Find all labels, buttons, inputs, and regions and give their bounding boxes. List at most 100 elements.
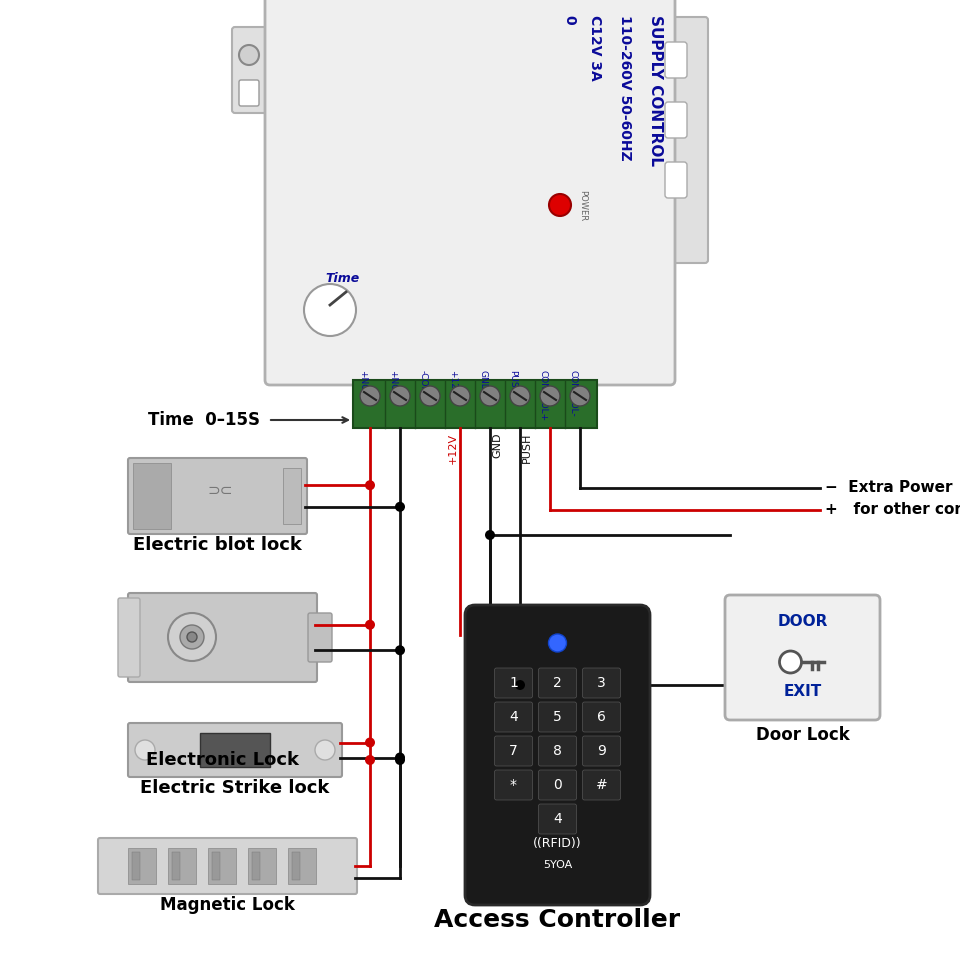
Text: 5YOA: 5YOA — [542, 860, 572, 870]
FancyBboxPatch shape — [128, 723, 342, 777]
Circle shape — [540, 386, 560, 406]
Circle shape — [450, 386, 470, 406]
FancyBboxPatch shape — [539, 804, 577, 834]
Circle shape — [420, 386, 440, 406]
Text: -COM: -COM — [419, 370, 427, 395]
Text: +12V: +12V — [448, 433, 458, 464]
Text: CONTROL-: CONTROL- — [568, 370, 578, 417]
Circle shape — [365, 737, 375, 748]
Bar — [252, 852, 260, 880]
Text: 7: 7 — [509, 744, 517, 758]
Text: 5: 5 — [553, 710, 562, 724]
Text: C12V 3A: C12V 3A — [588, 15, 602, 81]
Text: Access Controller: Access Controller — [435, 908, 681, 932]
FancyBboxPatch shape — [265, 0, 675, 385]
Bar — [283, 468, 301, 524]
Text: Time: Time — [325, 272, 359, 285]
Bar — [288, 848, 316, 884]
Text: 0: 0 — [562, 15, 576, 25]
Circle shape — [395, 502, 405, 512]
Circle shape — [390, 386, 410, 406]
FancyBboxPatch shape — [128, 593, 317, 682]
Text: GND: GND — [492, 433, 502, 459]
Bar — [212, 852, 220, 880]
FancyBboxPatch shape — [539, 668, 577, 698]
FancyBboxPatch shape — [539, 736, 577, 766]
Circle shape — [365, 620, 375, 630]
Text: 3: 3 — [597, 676, 606, 690]
Circle shape — [510, 386, 530, 406]
FancyBboxPatch shape — [494, 702, 533, 732]
Bar — [292, 852, 300, 880]
Text: 8: 8 — [553, 744, 562, 758]
FancyBboxPatch shape — [665, 42, 687, 78]
Bar — [353, 380, 597, 428]
Text: ((RFID)): ((RFID)) — [533, 836, 582, 850]
Text: Door Lock: Door Lock — [756, 726, 850, 744]
FancyBboxPatch shape — [98, 838, 357, 894]
Text: +   for other controller: + for other controller — [825, 502, 960, 517]
FancyBboxPatch shape — [308, 613, 332, 662]
Circle shape — [168, 613, 216, 661]
Text: GND: GND — [478, 370, 488, 391]
Text: Time  0–15S: Time 0–15S — [148, 411, 260, 429]
Circle shape — [570, 386, 590, 406]
Text: ⊃⊂: ⊃⊂ — [207, 483, 232, 498]
Circle shape — [135, 740, 155, 760]
FancyBboxPatch shape — [539, 702, 577, 732]
FancyBboxPatch shape — [583, 770, 620, 800]
Text: PUSH: PUSH — [522, 433, 532, 464]
Text: 4: 4 — [553, 812, 562, 826]
Text: *: * — [510, 778, 517, 792]
Text: PUSH: PUSH — [509, 370, 517, 395]
Text: Electric Strike lock: Electric Strike lock — [140, 779, 329, 797]
Text: −  Extra Power: − Extra Power — [825, 481, 952, 495]
Text: 1: 1 — [509, 676, 518, 690]
Bar — [133, 463, 171, 529]
FancyBboxPatch shape — [239, 80, 259, 106]
Bar — [168, 848, 196, 884]
FancyBboxPatch shape — [583, 668, 620, 698]
Text: +NO: +NO — [358, 370, 368, 392]
Text: POWER: POWER — [578, 190, 587, 221]
FancyBboxPatch shape — [659, 17, 708, 263]
Text: +12V: +12V — [448, 370, 458, 395]
Circle shape — [395, 753, 405, 762]
FancyBboxPatch shape — [583, 702, 620, 732]
Text: DOOR: DOOR — [778, 614, 828, 630]
Circle shape — [548, 634, 566, 652]
Circle shape — [304, 284, 356, 336]
Bar — [132, 852, 140, 880]
Text: 4: 4 — [509, 710, 517, 724]
Text: 110-260V 50-60HZ: 110-260V 50-60HZ — [618, 15, 632, 160]
Circle shape — [780, 651, 802, 673]
Bar — [248, 848, 276, 884]
FancyBboxPatch shape — [128, 458, 307, 534]
Text: EXIT: EXIT — [783, 684, 822, 700]
Bar — [128, 848, 156, 884]
Circle shape — [515, 680, 525, 690]
FancyBboxPatch shape — [665, 102, 687, 138]
Text: 0: 0 — [553, 778, 562, 792]
FancyBboxPatch shape — [725, 595, 880, 720]
FancyBboxPatch shape — [232, 27, 281, 113]
Circle shape — [365, 480, 375, 491]
Text: #: # — [595, 778, 608, 792]
Circle shape — [315, 740, 335, 760]
FancyBboxPatch shape — [665, 162, 687, 198]
FancyBboxPatch shape — [583, 736, 620, 766]
Text: 6: 6 — [597, 710, 606, 724]
FancyBboxPatch shape — [118, 598, 140, 677]
Text: 2: 2 — [553, 676, 562, 690]
Circle shape — [395, 645, 405, 656]
Text: CONTROL+: CONTROL+ — [539, 370, 547, 421]
FancyBboxPatch shape — [494, 668, 533, 698]
Circle shape — [480, 386, 500, 406]
Circle shape — [485, 530, 495, 540]
Bar — [200, 733, 270, 767]
Circle shape — [395, 755, 405, 765]
Circle shape — [239, 45, 259, 65]
FancyBboxPatch shape — [465, 605, 650, 905]
Text: Electronic Lock: Electronic Lock — [146, 751, 299, 769]
Circle shape — [180, 625, 204, 649]
